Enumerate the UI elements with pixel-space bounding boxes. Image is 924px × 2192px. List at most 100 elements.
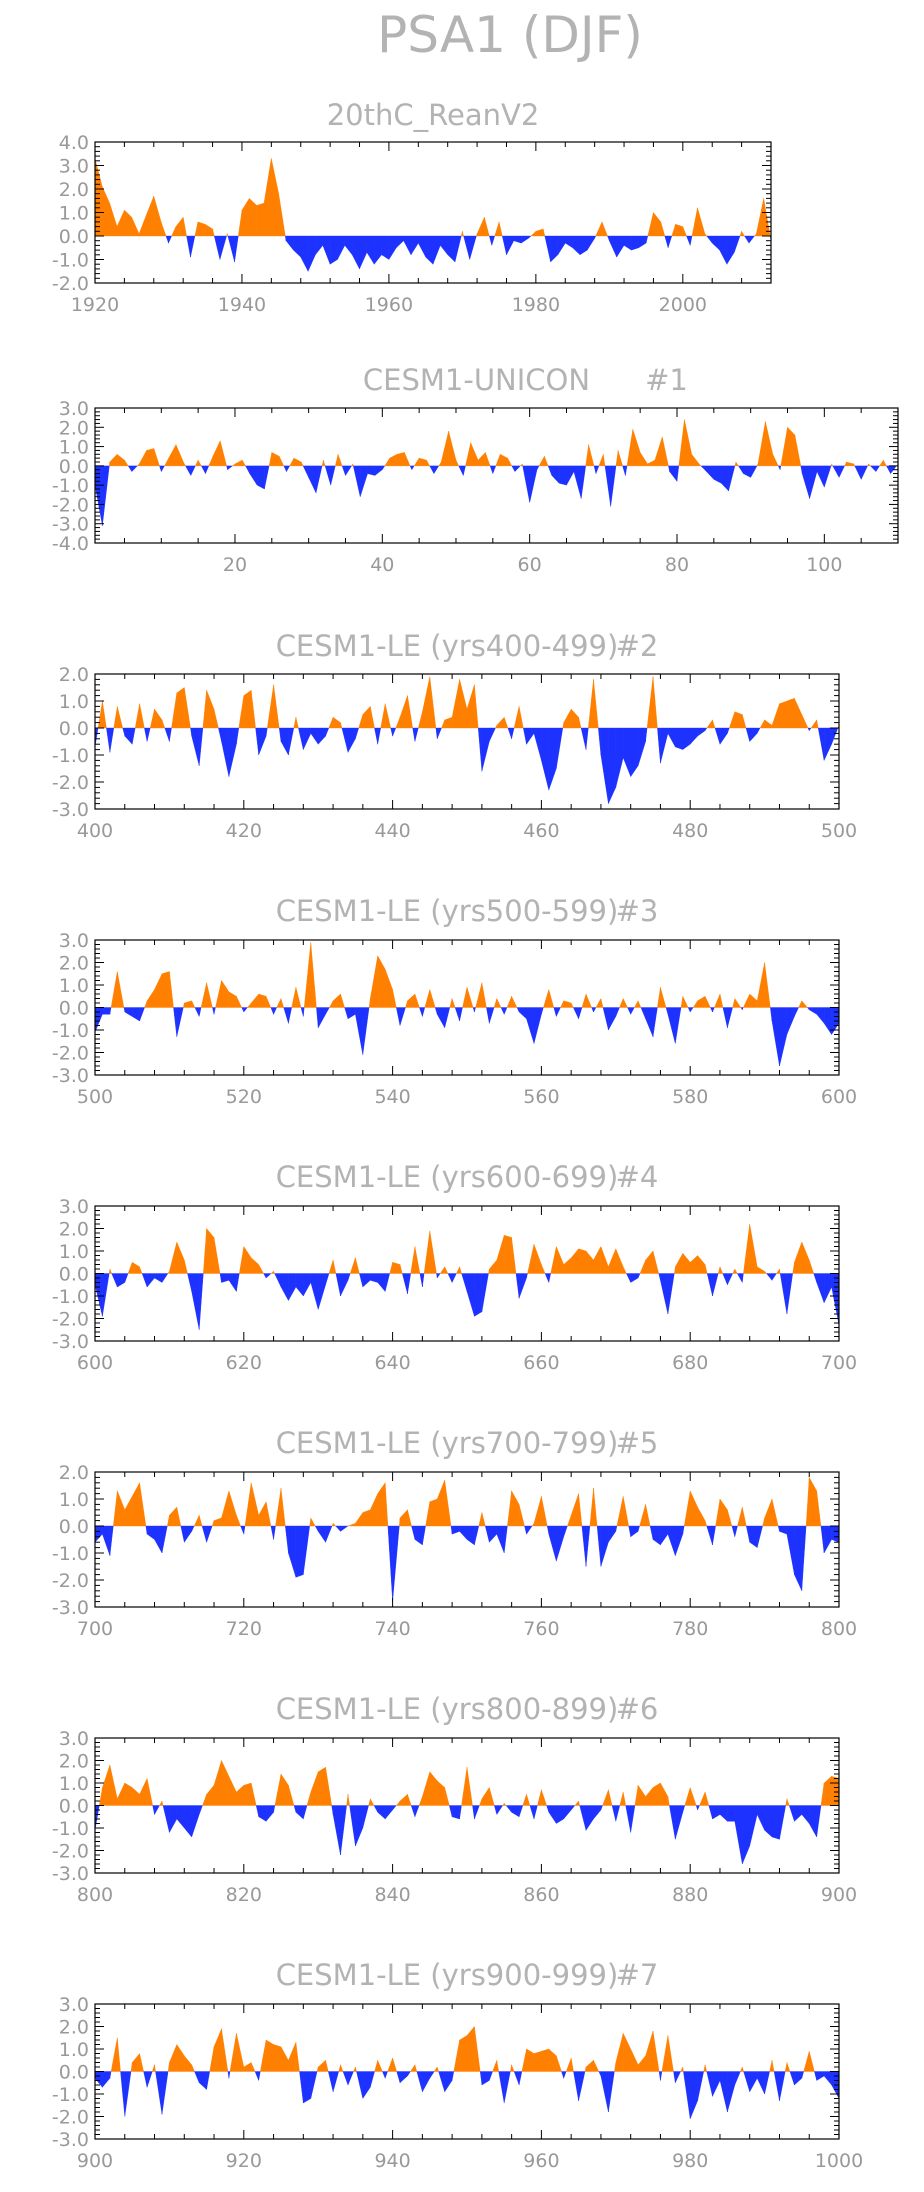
x-tick-label: 1980 xyxy=(512,294,560,316)
data-area-positive xyxy=(102,1764,111,1806)
data-area-positive xyxy=(449,998,453,1008)
data-area-negative xyxy=(286,465,291,473)
data-area-positive xyxy=(602,1789,609,1806)
data-area-negative xyxy=(299,2071,304,2104)
data-area-positive xyxy=(138,450,147,467)
data-area-positive xyxy=(267,684,274,729)
data-area-positive xyxy=(667,2035,674,2072)
data-area-positive xyxy=(556,1246,564,1274)
data-area-negative xyxy=(278,727,282,742)
y-tick-label: 2.0 xyxy=(59,417,89,439)
data-area-positive xyxy=(794,698,802,729)
data-area-positive xyxy=(276,998,282,1008)
data-area-negative xyxy=(466,1525,475,1546)
data-area-negative xyxy=(161,465,165,473)
data-area-negative xyxy=(176,1007,184,1037)
data-area-negative xyxy=(94,1525,103,1543)
data-area-positive xyxy=(526,2048,535,2072)
data-area-negative xyxy=(139,1007,145,1022)
data-area-negative xyxy=(744,235,750,244)
data-area-positive xyxy=(615,2033,624,2072)
data-area-negative xyxy=(124,1007,133,1017)
data-area-positive xyxy=(727,1509,733,1527)
chart-panel-3: CESM1-LE (yrs500-599)#3 500 520 540 560 580 60… xyxy=(52,894,857,1108)
data-area-negative xyxy=(221,727,230,777)
data-area-positive xyxy=(353,2066,356,2072)
data-area-positive xyxy=(152,2064,155,2072)
data-area-negative xyxy=(362,2071,371,2100)
chart-title: CESM1-LE (yrs600-699) xyxy=(276,1160,619,1194)
data-area-negative xyxy=(131,465,138,473)
data-area-positive xyxy=(355,1511,363,1527)
data-area-positive xyxy=(176,2043,185,2072)
data-area-negative xyxy=(293,235,301,258)
y-tick-label: 1.0 xyxy=(59,437,89,459)
data-area-positive xyxy=(801,1000,808,1008)
chart-panel-4: CESM1-LE (yrs600-699)#4 600 620 640 660 680 70… xyxy=(52,1160,857,1374)
y-tick-label: -2.0 xyxy=(52,2107,89,2129)
data-area-negative xyxy=(438,2071,445,2092)
x-tick-label: 620 xyxy=(226,1352,262,1374)
data-area-positive xyxy=(735,461,739,467)
data-area-positive xyxy=(131,1261,140,1274)
data-area-negative xyxy=(623,235,632,251)
data-area-negative xyxy=(708,1805,713,1820)
data-area-negative xyxy=(283,1007,289,1024)
data-area-positive xyxy=(161,971,170,1008)
data-area-negative xyxy=(329,235,338,265)
data-area-negative xyxy=(236,1273,240,1292)
data-area-positive xyxy=(600,1246,609,1274)
data-area-positive xyxy=(323,460,326,467)
data-area-negative xyxy=(801,1525,807,1591)
data-area-negative xyxy=(370,1273,378,1283)
x-tick-label: 740 xyxy=(374,1618,410,1640)
data-area-positive xyxy=(742,714,747,729)
data-area-positive xyxy=(250,2062,256,2072)
data-area-positive xyxy=(392,2057,397,2072)
data-area-negative xyxy=(161,2071,169,2115)
data-area-positive xyxy=(109,1268,112,1274)
data-area-positive xyxy=(347,1523,356,1527)
data-area-negative xyxy=(382,2071,386,2079)
data-area-positive xyxy=(437,1780,445,1806)
data-area-negative xyxy=(410,235,419,256)
data-area-positive xyxy=(213,1237,221,1274)
data-area-positive xyxy=(712,719,716,729)
main-title: PSA1 (DJF) xyxy=(377,6,643,64)
y-tick-label: 2.0 xyxy=(59,1751,89,1773)
data-area-positive xyxy=(332,1522,337,1527)
data-area-positive xyxy=(779,1268,781,1274)
data-area-negative xyxy=(489,1007,495,1024)
data-area-negative xyxy=(474,1525,480,1545)
data-area-positive xyxy=(506,996,512,1008)
data-area-negative xyxy=(823,2071,832,2086)
data-area-positive xyxy=(504,1235,512,1274)
data-area-negative xyxy=(581,1525,587,1567)
data-area-negative xyxy=(556,1805,564,1824)
data-area-positive xyxy=(496,1235,505,1274)
data-area-negative xyxy=(392,1525,400,1602)
data-area-positive xyxy=(203,1228,207,1274)
data-area-positive xyxy=(757,962,765,1008)
data-area-positive xyxy=(585,2059,594,2072)
data-area-positive xyxy=(131,217,140,237)
data-area-negative xyxy=(579,1805,587,1831)
data-area-positive xyxy=(623,1496,629,1527)
data-area-negative xyxy=(511,727,515,739)
data-area-negative xyxy=(396,2071,401,2083)
data-area-positive xyxy=(476,217,485,237)
x-tick-label: 720 xyxy=(226,1618,262,1640)
data-area-positive xyxy=(533,1244,542,1274)
data-area-positive xyxy=(675,224,683,237)
y-tick-label: -1.0 xyxy=(52,1818,89,1840)
data-area-positive xyxy=(729,711,735,729)
data-area-negative xyxy=(463,465,466,476)
data-area-negative xyxy=(591,1007,594,1013)
data-area-negative xyxy=(734,1805,743,1865)
data-area-negative xyxy=(449,1805,453,1817)
data-area-negative xyxy=(875,465,880,473)
data-area-positive xyxy=(690,1787,697,1806)
x-tick-label: 500 xyxy=(77,1086,113,1108)
data-area-positive xyxy=(134,703,140,729)
data-area-positive xyxy=(741,230,745,237)
